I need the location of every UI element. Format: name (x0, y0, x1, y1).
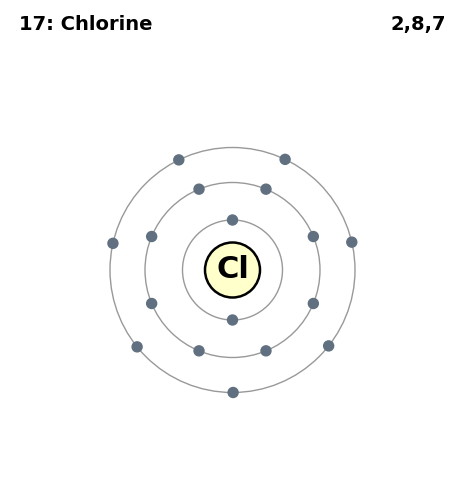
Circle shape (227, 215, 238, 225)
Circle shape (132, 342, 142, 352)
Circle shape (227, 315, 238, 325)
Text: 2,8,7: 2,8,7 (391, 15, 446, 34)
Circle shape (280, 154, 290, 164)
Circle shape (108, 238, 118, 248)
Circle shape (174, 155, 184, 165)
Text: 17: Chlorine: 17: Chlorine (19, 15, 152, 34)
Circle shape (194, 184, 204, 194)
Circle shape (146, 232, 157, 241)
Circle shape (308, 232, 319, 241)
Circle shape (261, 346, 271, 356)
Circle shape (205, 242, 260, 298)
Circle shape (324, 341, 334, 351)
Circle shape (228, 388, 238, 398)
Text: Cl: Cl (216, 256, 249, 284)
Circle shape (347, 237, 357, 247)
Circle shape (146, 298, 157, 308)
Circle shape (194, 346, 204, 356)
Circle shape (261, 184, 271, 194)
Circle shape (308, 298, 319, 308)
